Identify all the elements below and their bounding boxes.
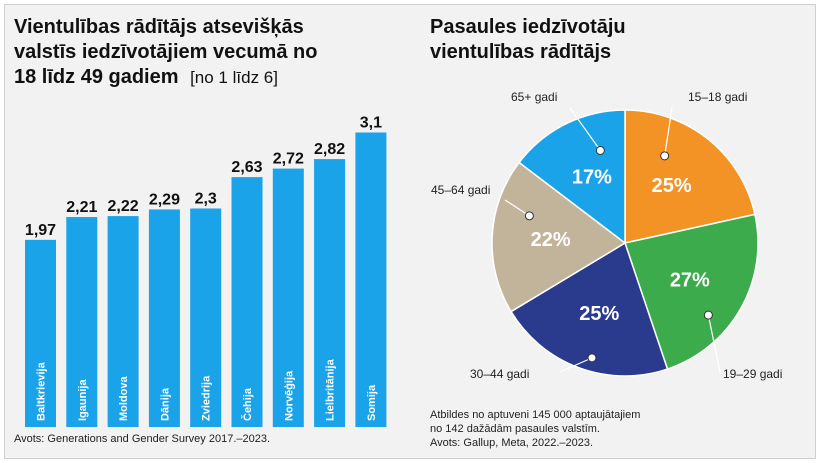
bar-category-label-3: Moldova: [118, 376, 130, 421]
pie-leader-line-5: [569, 107, 601, 151]
bar-category-label-1: Baltkrievija: [36, 361, 48, 421]
pie-slice-2: [624, 213, 759, 370]
bar-9: [355, 132, 387, 427]
bar-chart-title-line-3: 18 līdz 49 gadiem [no 1 līdz 6]: [14, 66, 278, 88]
bar-category-label-8: Lielbritānija: [325, 358, 337, 421]
pie-leader-line-2: [707, 315, 721, 373]
bar-value-label-4: 2,29: [149, 191, 180, 208]
bar-3: [107, 216, 139, 427]
pie-leader-line-1: [664, 107, 673, 156]
bar-1: [25, 239, 56, 427]
bar-value-label-7: 2,72: [273, 151, 304, 168]
pie-chart-title-line-2: vientulības rādītājs: [430, 41, 611, 63]
pie-percent-label-1: 25%: [652, 175, 692, 197]
pie-leader-dot-2: [703, 310, 713, 320]
pie-leader-dot-3: [587, 353, 597, 363]
pie-note-line-3: Avots: Gallup, Meta, 2022.–2023.: [430, 437, 593, 449]
bar-value-label-1: 1,97: [25, 222, 56, 239]
pie-note-line-2: no 142 dažādām pasaules valstīm.: [430, 423, 600, 435]
bar-2: [66, 217, 98, 427]
pie-percent-label-5: 17%: [572, 166, 612, 188]
bar-category-label-5: Zviedrija: [201, 375, 213, 421]
pie-leader-dot-5: [595, 145, 605, 155]
pie-percent-label-2: 27%: [670, 270, 710, 292]
pie-percent-label-3: 25%: [579, 303, 619, 325]
bar-value-label-3: 2,22: [108, 198, 139, 215]
bar-7: [272, 168, 304, 427]
bar-value-label-6: 2,63: [231, 159, 262, 176]
bar-category-label-2: Igaunija: [77, 379, 89, 421]
bar-8: [314, 159, 346, 427]
bar-category-label-7: Norvēģija: [282, 370, 295, 421]
pie-slice-label-1: 15–18 gadi: [688, 90, 747, 104]
bar-chart-unit-note: [no 1 līdz 6]: [190, 68, 278, 87]
pie-slice-3: [510, 241, 669, 377]
pie-series: 25% 15–18 gadi 27% 19–29 gadi 25% 30–44 gadi 2…: [431, 90, 782, 381]
pie-slice-5: [518, 109, 626, 245]
bar-chart-title-line-2: valstīs iedzīvotājiem vecumā no: [14, 41, 317, 63]
pie-leader-dot-4: [524, 211, 534, 221]
pie-leader-line-3: [559, 357, 593, 373]
pie-percent-label-4: 22%: [531, 229, 571, 251]
bar-category-label-6: Čehija: [241, 387, 254, 421]
bar-category-label-4: Dānija: [159, 387, 171, 421]
pie-slice-label-5: 65+ gadi: [511, 90, 557, 104]
bar-value-label-2: 2,21: [66, 199, 97, 216]
bar-5: [190, 208, 222, 427]
bar-chart-title-line-1: Vientulības rādītājs atsevišķās: [14, 16, 304, 38]
bar-6: [231, 177, 263, 427]
pie-slice-label-2: 19–29 gadi: [723, 367, 782, 381]
pie-slice-1: [624, 109, 756, 244]
pie-slice-label-4: 45–64 gadi: [431, 183, 490, 197]
pie-note-line-1: Atbildes no aptuveni 145 000 aptaujātaji…: [430, 409, 640, 421]
pie-slice-4: [491, 161, 627, 313]
pie-chart-title-line-1: Pasaules iedzīvotāju: [430, 16, 626, 38]
pie-leader-line-4: [504, 199, 530, 217]
bar-value-label-9: 3,1: [360, 115, 382, 132]
bar-chart-title-line-3-text: 18 līdz 49 gadiem: [14, 66, 179, 88]
pie-leader-dot-1: [660, 151, 670, 161]
pie-slice-label-3: 30–44 gadi: [470, 367, 529, 381]
bar-chart-source: Avots: Generations and Gender Survey 201…: [14, 433, 270, 445]
bar-value-label-8: 2,82: [314, 141, 345, 158]
bar-category-label-9: Somija: [366, 384, 378, 421]
bar-series: 1,97 Baltkrievija 2,21 Igaunija 2,22 Moldova 2…: [25, 115, 387, 427]
bar-value-label-5: 2,3: [195, 191, 217, 208]
bar-4: [148, 209, 180, 427]
